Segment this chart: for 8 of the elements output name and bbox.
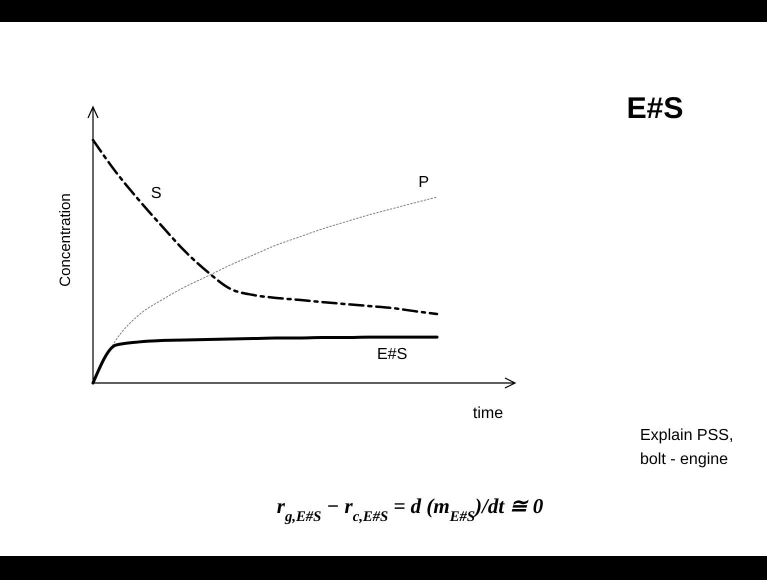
- series-label: E#S: [377, 346, 408, 364]
- text: E#S: [626, 92, 684, 125]
- series-label: P: [418, 174, 429, 192]
- text: r$_{g,E#S}$ − r$_{c,E#S}$ = d (m$_{E#S}$)/dt ≅ 0: [276, 494, 544, 525]
- x-axis-title: time: [472, 405, 504, 422]
- y-axis-title: Concentration: [57, 193, 74, 287]
- text: Explain PSS, bolt - engine: [640, 427, 734, 468]
- series-label: S: [150, 185, 162, 202]
